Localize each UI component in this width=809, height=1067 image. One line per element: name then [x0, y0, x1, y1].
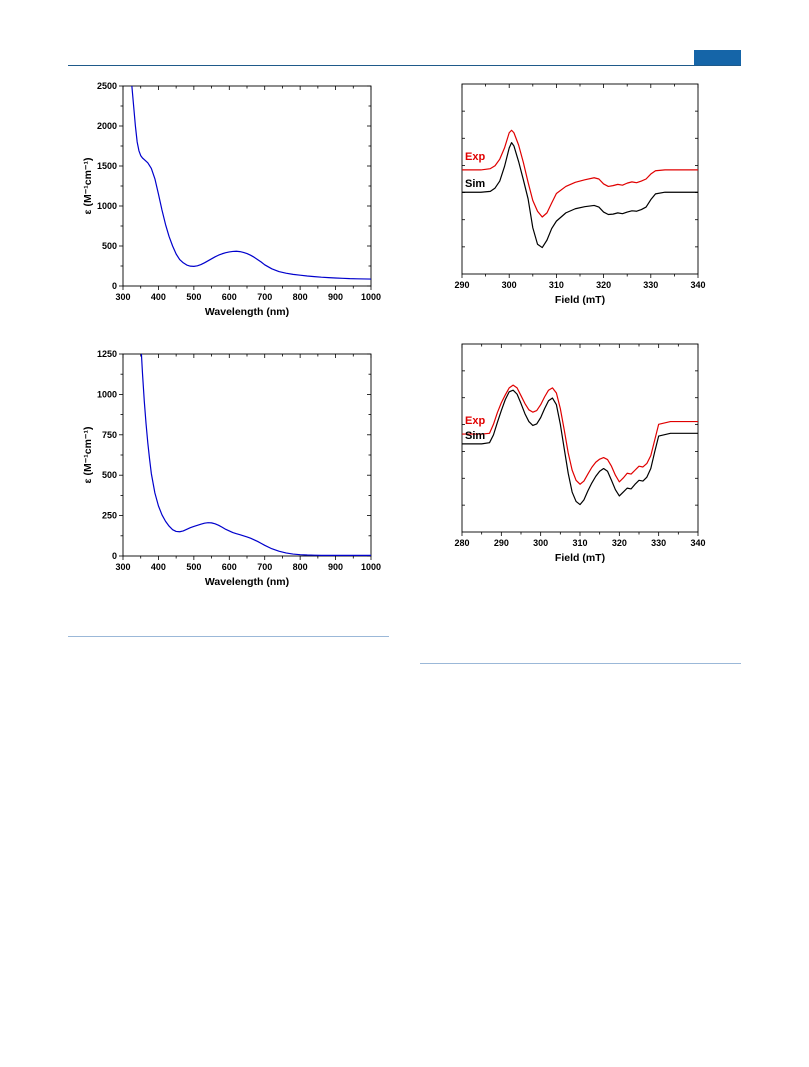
uv1-x-tick-label: 400	[151, 292, 166, 302]
epr1-series-exp-line	[462, 129, 698, 218]
epr2-x-tick-label: 280	[454, 538, 469, 548]
epr1-series-label-exp: Exp	[465, 151, 485, 163]
epr2-x-axis-title: Field (mT)	[555, 552, 605, 564]
epr1-plot-frame	[461, 83, 699, 275]
uv1-y-tick-label: 0	[112, 281, 117, 291]
uv1-x-tick-label: 900	[328, 292, 343, 302]
uv2-x-tick-label: 1000	[361, 562, 381, 572]
uv-vis-chart-1: 300 400 500 600 700 800 900 1000 0 500 1000 1500 200…	[82, 81, 381, 318]
epr1-series-sim-line	[462, 142, 698, 249]
uv2-y-tick-label: 500	[102, 470, 117, 480]
uv1-y-tick-label: 2500	[97, 81, 117, 91]
epr1-x-tick-label: 310	[549, 280, 564, 290]
uv1-y-axis-title: ε (M⁻¹cm⁻¹)	[82, 158, 94, 215]
uv1-y-tick-label: 1000	[97, 201, 117, 211]
epr2-x-tick-label: 300	[533, 538, 548, 548]
epr-chart-1: 290 300 310 320 330 340 Field (mT) Exp Sim	[454, 83, 706, 306]
uv2-y-tick-label: 1000	[97, 389, 117, 399]
uv1-series-spectrum-line	[131, 86, 371, 280]
uv1-x-tick-label: 300	[115, 292, 130, 302]
epr2-series-sim-line	[462, 389, 698, 506]
uv2-y-tick-label: 1250	[97, 349, 117, 359]
uv2-x-tick-label: 500	[186, 562, 201, 572]
uv1-x-tick-label: 700	[257, 292, 272, 302]
uv1-x-tick-label: 800	[293, 292, 308, 302]
uv1-y-tick-label: 500	[102, 241, 117, 251]
epr2-series-label-sim: Sim	[465, 430, 485, 442]
epr1-x-tick-label: 300	[502, 280, 517, 290]
uv1-plot-frame	[122, 85, 372, 287]
uv1-y-tick-label: 1500	[97, 161, 117, 171]
uv1-x-tick-label: 500	[186, 292, 201, 302]
section-rule-right	[420, 663, 741, 664]
uv2-x-tick-label: 800	[293, 562, 308, 572]
epr2-x-tick-label: 340	[690, 538, 705, 548]
uv2-x-tick-label: 600	[222, 562, 237, 572]
epr1-x-tick-label: 330	[643, 280, 658, 290]
header-rule	[68, 65, 741, 66]
uv2-x-axis-title: Wavelength (nm)	[205, 576, 289, 588]
header-tab	[694, 50, 741, 65]
epr1-x-axis-title: Field (mT)	[555, 294, 605, 306]
epr1-series-label-sim: Sim	[465, 178, 485, 190]
epr-chart-2: 280 290 300 310 320 330 340 Field (mT) Exp Sim	[454, 343, 706, 564]
uv2-plot-frame	[122, 353, 372, 557]
uv2-y-tick-label: 0	[112, 551, 117, 561]
uv2-x-tick-label: 400	[151, 562, 166, 572]
uv1-y-tick-label: 2000	[97, 121, 117, 131]
uv1-x-tick-label: 600	[222, 292, 237, 302]
uv1-x-tick-label: 1000	[361, 292, 381, 302]
epr2-x-tick-label: 290	[494, 538, 509, 548]
epr2-x-tick-label: 320	[612, 538, 627, 548]
uv2-y-tick-label: 750	[102, 430, 117, 440]
epr2-series-exp-line	[462, 384, 698, 485]
epr2-series-label-exp: Exp	[465, 415, 485, 427]
epr1-x-tick-label: 340	[690, 280, 705, 290]
epr2-x-tick-label: 330	[651, 538, 666, 548]
epr1-x-tick-label: 320	[596, 280, 611, 290]
uv1-x-axis-title: Wavelength (nm)	[205, 306, 289, 318]
uv2-series-spectrum-line	[140, 354, 371, 556]
uv-vis-chart-2: 300 400 500 600 700 800 900 1000 0 250 500 750 1000 1…	[82, 349, 381, 588]
uv2-x-tick-label: 300	[115, 562, 130, 572]
uv2-x-tick-label: 700	[257, 562, 272, 572]
uv2-y-axis-title: ε (M⁻¹cm⁻¹)	[82, 427, 94, 484]
uv2-y-tick-label: 250	[102, 511, 117, 521]
uv2-x-tick-label: 900	[328, 562, 343, 572]
epr1-x-tick-label: 290	[454, 280, 469, 290]
epr2-x-tick-label: 310	[572, 538, 587, 548]
section-rule-left	[68, 636, 389, 637]
